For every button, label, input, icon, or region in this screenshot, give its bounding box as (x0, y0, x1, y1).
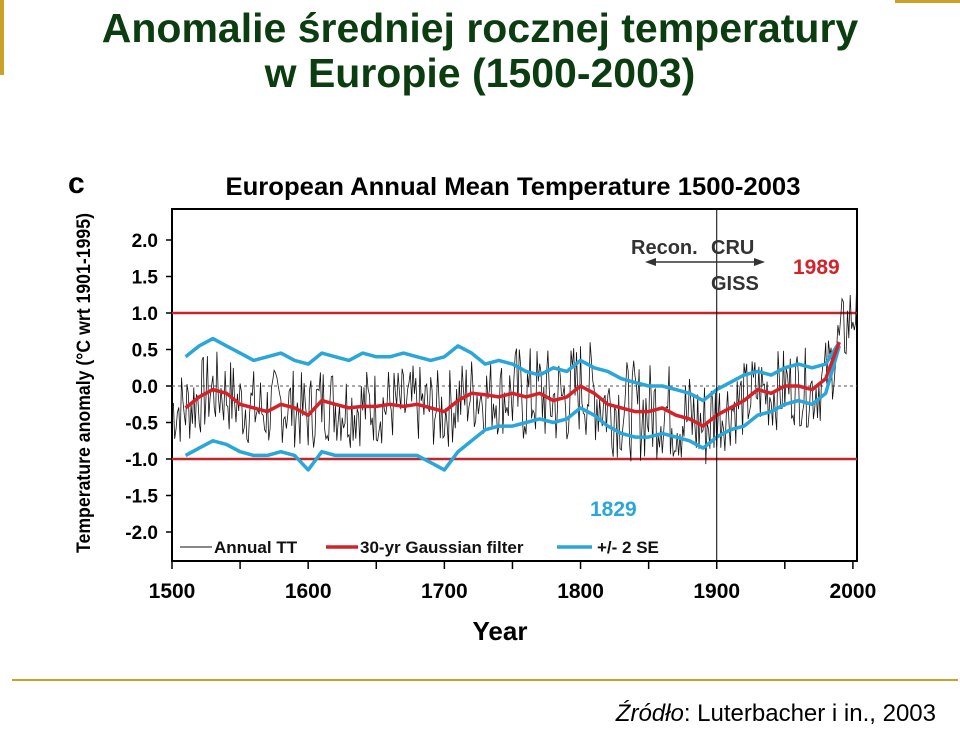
footer-divider (12, 679, 958, 681)
panel-label: c (68, 167, 85, 200)
source-note: Źródło: Luterbacher i in., 2003 (616, 700, 936, 728)
plot-frame (171, 208, 858, 562)
y-tick-label: 0.5 (132, 341, 159, 362)
legend-se-label: +/- 2 SE (597, 538, 659, 557)
x-tick-label: 1500 (149, 580, 196, 603)
x-axis-label: Year (473, 616, 528, 646)
title-accent-bar (0, 0, 4, 75)
cold-year-label: 1829 (590, 498, 637, 521)
slide-title: Anomalie średniej rocznej temperatury w … (0, 6, 960, 96)
legend-annual-label: Annual TT (214, 538, 298, 557)
y-tick-label: -1.0 (125, 450, 158, 471)
chart-title: European Annual Mean Temperature 1500-20… (226, 173, 801, 201)
legend-filter-label: 30-yr Gaussian filter (360, 538, 524, 557)
source-label: Źródło (615, 700, 684, 727)
period-arrow (645, 258, 765, 266)
slide-title-line-2: w Europie (1500-2003) (264, 50, 696, 96)
y-axis-label: Temperature anomaly (°C wrt 1901-1995) (74, 213, 95, 553)
y-tick-label: 2.0 (132, 231, 158, 252)
y-tick-label: -2.0 (125, 523, 158, 544)
giss-label: GISS (711, 273, 759, 295)
y-tick-label: -1.5 (125, 487, 158, 508)
annual-series (171, 270, 858, 465)
top-accent-line (895, 0, 960, 3)
y-tick-label: -0.5 (125, 414, 158, 435)
se-band (184, 336, 841, 472)
y-tick-label: 1.0 (132, 304, 158, 325)
legend: Annual TT 30-yr Gaussian filter +/- 2 SE (180, 538, 659, 557)
filter-line (184, 341, 841, 428)
x-tick-label: 1700 (421, 580, 468, 603)
slide-title-line-1: Anomalie średniej rocznej temperatury (101, 5, 859, 51)
annual-line (171, 270, 858, 465)
recon-label: Recon. (631, 237, 698, 259)
cru-label: CRU (711, 237, 754, 259)
x-tick-label: 2000 (830, 580, 877, 603)
y-tick-label: 0.0 (132, 377, 158, 398)
se-upper-line (184, 336, 841, 403)
x-tick-label: 1900 (693, 580, 740, 603)
y-tick-label: 1.5 (132, 268, 159, 289)
x-tick-label: 1600 (285, 580, 332, 603)
se-lower-line (184, 345, 841, 472)
filter-series (184, 341, 841, 428)
x-tick-label: 1800 (557, 580, 604, 603)
axes: 2.0 1.5 1.0 0.5 0.0 -0.5 -1.0 -1.5 -2.0 1500 1600 1… (125, 231, 876, 603)
warm-year-label: 1989 (793, 256, 840, 279)
source-text: : Luterbacher i in., 2003 (683, 700, 936, 727)
